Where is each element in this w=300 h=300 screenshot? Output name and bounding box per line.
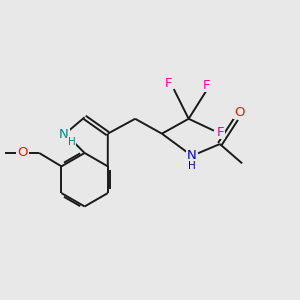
- Text: F: F: [203, 79, 210, 92]
- Text: H: H: [68, 137, 76, 147]
- Text: H: H: [188, 161, 196, 171]
- Text: O: O: [234, 106, 244, 119]
- Text: N: N: [187, 149, 196, 162]
- Text: F: F: [165, 77, 172, 90]
- Text: N: N: [59, 128, 69, 141]
- Text: F: F: [217, 126, 224, 139]
- Text: O: O: [18, 146, 28, 160]
